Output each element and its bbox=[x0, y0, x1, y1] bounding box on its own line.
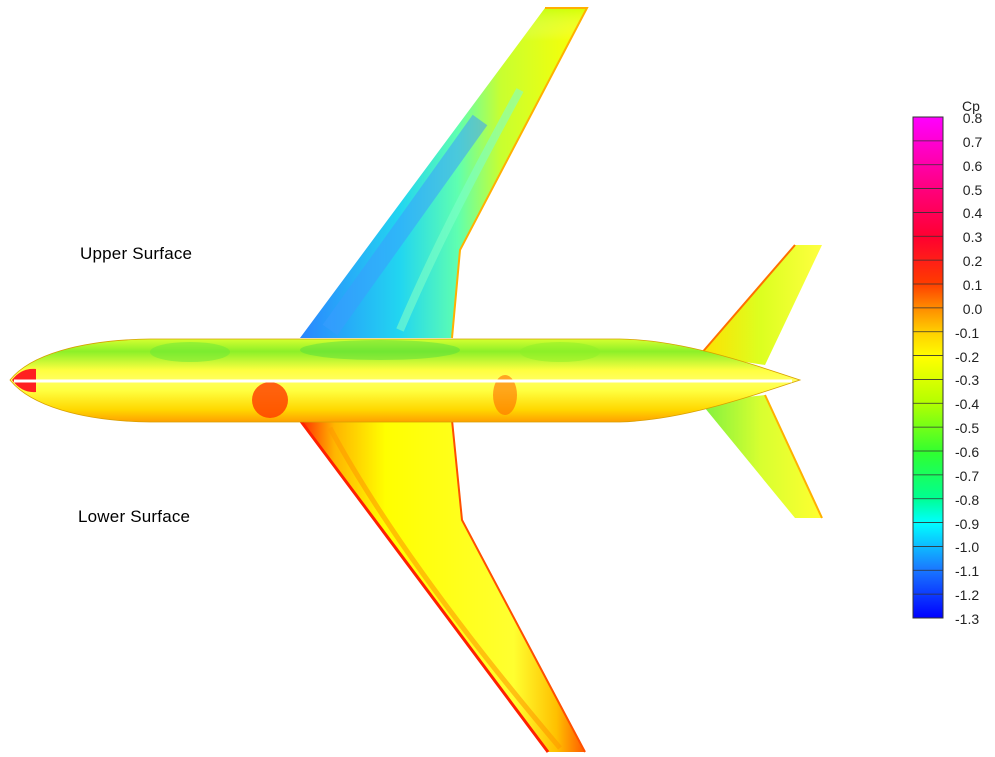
colorbar-tick-label: -1.3 bbox=[955, 611, 980, 627]
upper-wing bbox=[300, 7, 589, 339]
colorbar-tick-label: -0.7 bbox=[955, 467, 980, 484]
colorbar-tick-label: -0.9 bbox=[955, 515, 980, 532]
colorbar-tick-label: -1.1 bbox=[955, 563, 980, 580]
lower-tail bbox=[700, 394, 823, 519]
colorbar-tick-label: -0.5 bbox=[955, 420, 980, 437]
colorbar-tick-label: -1.2 bbox=[955, 587, 980, 604]
colorbar-tick-label: -0.6 bbox=[955, 444, 980, 460]
colorbar-tick-label: 0.6 bbox=[955, 157, 983, 174]
colorbar-tick-label: -0.1 bbox=[955, 324, 980, 341]
lower-wing bbox=[298, 419, 586, 753]
colorbar-tick-label: -1.0 bbox=[955, 539, 980, 556]
colorbar-tick-label: -0.4 bbox=[955, 396, 980, 413]
colorbar-tick-label: 0.7 bbox=[955, 133, 983, 150]
colorbar-tick-label: 0.8 bbox=[955, 110, 983, 126]
colorbar-tick-label: 0.4 bbox=[955, 205, 983, 222]
colorbar-tick-label: 0.1 bbox=[955, 277, 983, 293]
colorbar-tick-label: -0.2 bbox=[955, 348, 980, 365]
colorbar-tick-label: 0.2 bbox=[955, 253, 983, 270]
colorbar-tick-label: -0.8 bbox=[955, 491, 980, 508]
lower-surface-label: Lower Surface bbox=[78, 507, 191, 526]
fuselage bbox=[9, 338, 802, 423]
upper-tail bbox=[699, 244, 822, 365]
colorbar-tick-label: 0.5 bbox=[955, 181, 983, 198]
colorbar-tick-label: 0.0 bbox=[955, 300, 983, 317]
colorbar bbox=[912, 116, 944, 619]
colorbar-tick-label: -0.3 bbox=[955, 372, 980, 389]
upper-surface-label: Upper Surface bbox=[80, 244, 193, 263]
colorbar-tick-label: 0.3 bbox=[955, 229, 983, 246]
colorbar-title: Cp bbox=[962, 98, 980, 114]
